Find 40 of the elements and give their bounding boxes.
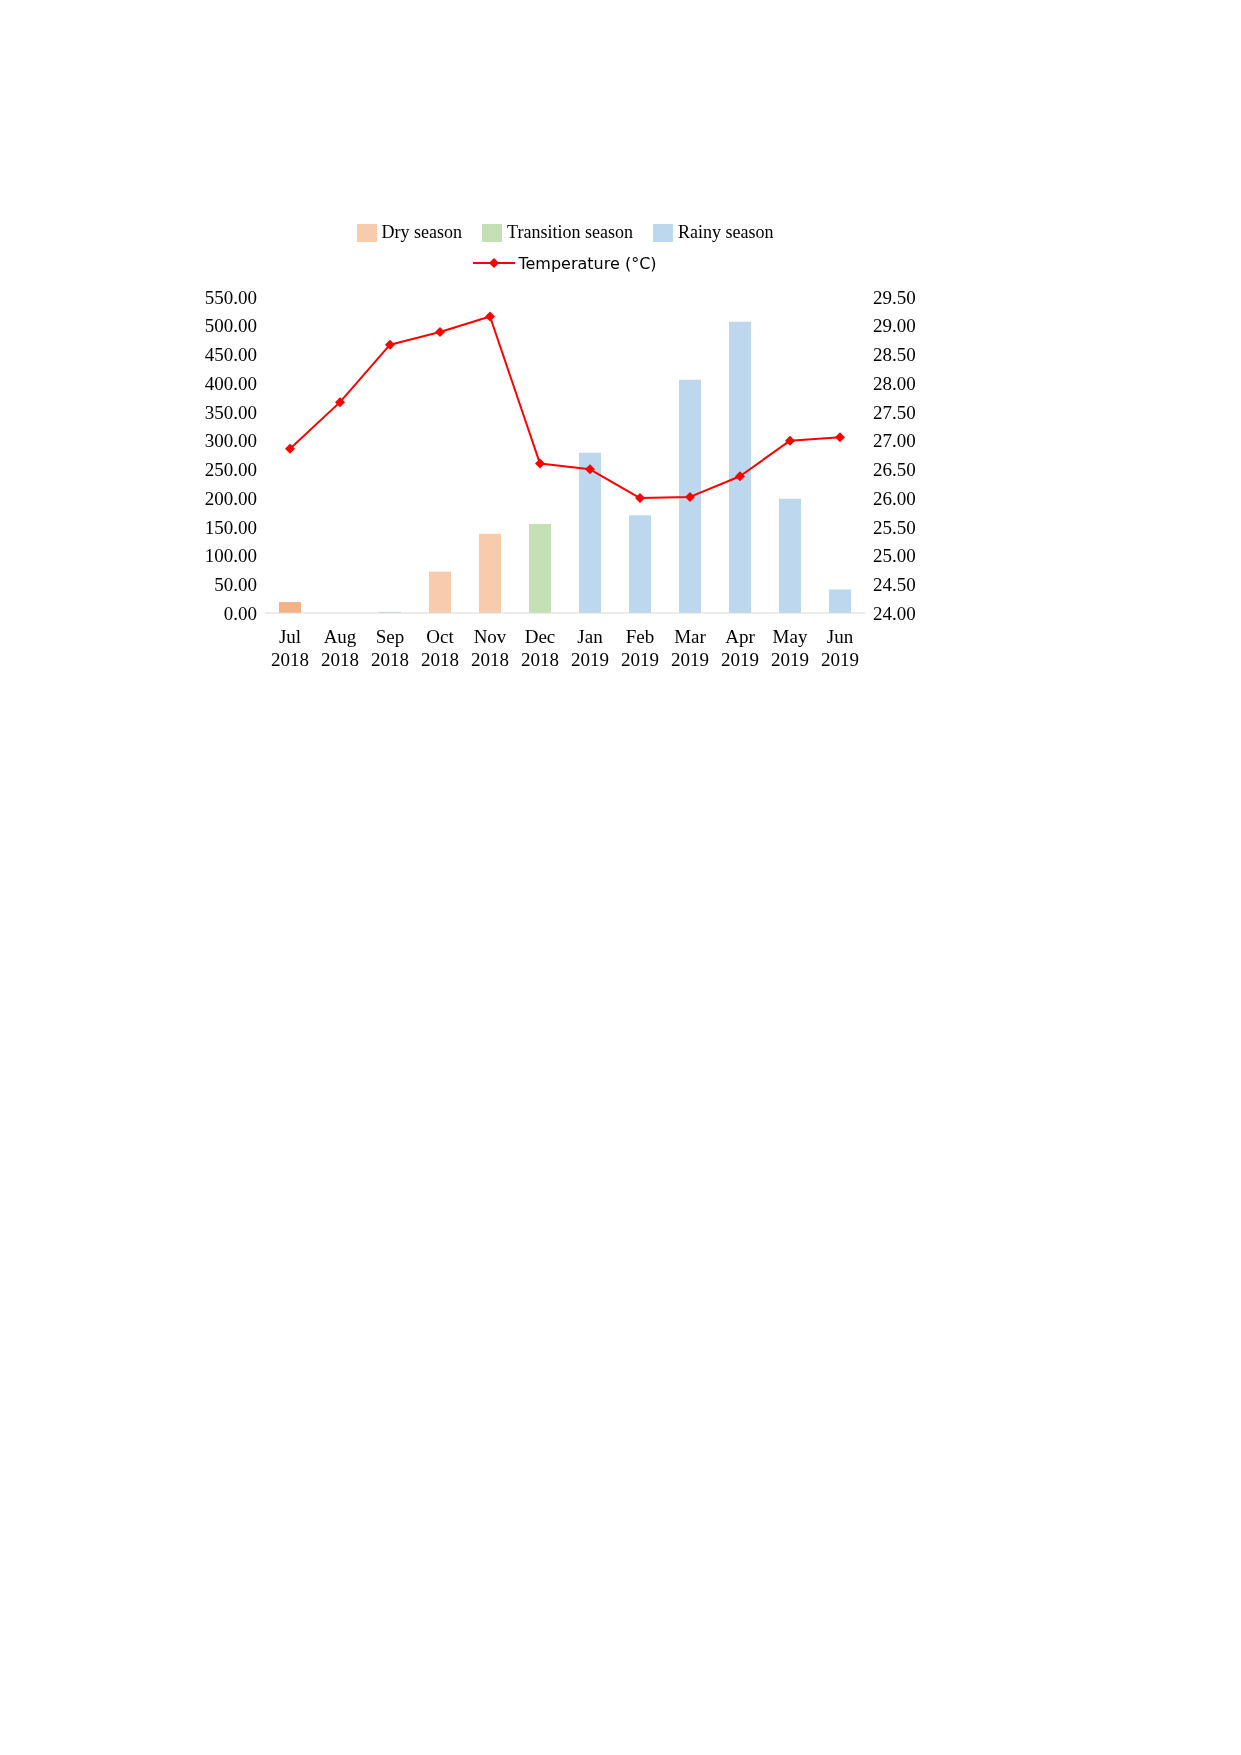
x-tick-label: Apr 2019 <box>721 626 759 670</box>
x-tick-label: Jan 2019 <box>571 626 609 670</box>
x-tick-label: Feb 2019 <box>621 626 659 670</box>
y2-tick-label: 28.00 <box>873 372 916 394</box>
y-tick-label: 500.00 <box>204 315 257 337</box>
x-tick-label: Sep 2018 <box>371 626 409 670</box>
y-tick-label: 200.00 <box>204 487 257 509</box>
legend-label: Temperature (°C) <box>518 253 657 273</box>
y2-tick-label: 27.50 <box>873 401 916 423</box>
x-tick-label: May 2019 <box>771 626 809 670</box>
y-tick-label: 350.00 <box>204 401 257 423</box>
y2-tick-label: 29.50 <box>873 286 916 308</box>
y2-tick-label: 24.00 <box>873 602 916 624</box>
legend-label: Transition season <box>506 222 633 243</box>
x-tick-label: Dec 2018 <box>521 626 559 670</box>
x-tick-label: Nov 2018 <box>471 626 509 670</box>
y-tick-label: 450.00 <box>204 344 257 366</box>
y-tick-label: 550.00 <box>204 286 257 308</box>
x-tick-label: Mar 2019 <box>671 626 709 670</box>
y2-tick-label: 25.00 <box>873 545 916 567</box>
y-tick-label: 250.00 <box>204 459 257 481</box>
y-tick-label: 100.00 <box>204 545 257 567</box>
legend-label: Dry season <box>380 222 463 243</box>
y2-tick-label: 25.50 <box>873 516 916 538</box>
legend-label: Rainy season <box>676 222 774 243</box>
y-tick-label: 400.00 <box>204 372 257 394</box>
x-tick-label: Aug 2018 <box>321 626 359 670</box>
x-tick-label: Jun 2019 <box>821 626 859 670</box>
y-tick-label: 150.00 <box>204 516 257 538</box>
x-tick-label: Oct 2018 <box>421 626 459 670</box>
y2-tick-label: 26.00 <box>873 487 916 509</box>
y2-tick-label: 26.50 <box>873 459 916 481</box>
y2-tick-label: 29.00 <box>873 315 916 337</box>
y-tick-label: 0.00 <box>223 602 257 624</box>
x-tick-label: Jul 2018 <box>271 626 309 670</box>
y2-tick-label: 27.00 <box>873 430 916 452</box>
y-tick-label: 50.00 <box>214 574 257 596</box>
y2-tick-label: 28.50 <box>873 344 916 366</box>
y-tick-label: 300.00 <box>204 430 257 452</box>
y2-tick-label: 24.50 <box>873 574 916 596</box>
